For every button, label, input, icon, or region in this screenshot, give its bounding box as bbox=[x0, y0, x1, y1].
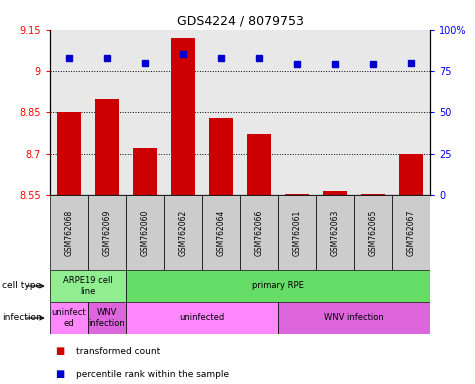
Text: GSM762068: GSM762068 bbox=[65, 209, 74, 256]
Bar bbox=[354, 195, 392, 270]
Bar bbox=[399, 154, 423, 195]
Bar bbox=[278, 195, 316, 270]
Text: ARPE19 cell
line: ARPE19 cell line bbox=[63, 276, 113, 296]
Text: GSM762061: GSM762061 bbox=[293, 209, 302, 256]
Bar bbox=[323, 191, 347, 195]
Text: GSM762067: GSM762067 bbox=[407, 209, 416, 256]
Bar bbox=[95, 99, 119, 195]
Text: uninfected: uninfected bbox=[180, 313, 225, 323]
Text: cell type: cell type bbox=[2, 281, 41, 291]
Bar bbox=[247, 134, 271, 195]
Bar bbox=[126, 195, 164, 270]
Bar bbox=[361, 194, 385, 195]
Text: infection: infection bbox=[2, 313, 42, 323]
Text: GSM762060: GSM762060 bbox=[141, 209, 150, 256]
Bar bbox=[126, 302, 278, 334]
Bar bbox=[285, 194, 309, 195]
Bar bbox=[164, 195, 202, 270]
Bar bbox=[392, 195, 430, 270]
Text: percentile rank within the sample: percentile rank within the sample bbox=[76, 370, 229, 379]
Bar bbox=[316, 195, 354, 270]
Text: ■: ■ bbox=[55, 369, 64, 379]
Text: primary RPE: primary RPE bbox=[252, 281, 304, 291]
Bar bbox=[50, 195, 88, 270]
Bar bbox=[50, 302, 88, 334]
Bar bbox=[88, 302, 126, 334]
Text: GSM762069: GSM762069 bbox=[103, 209, 112, 256]
Text: GSM762063: GSM762063 bbox=[331, 209, 340, 256]
Text: WNV
infection: WNV infection bbox=[89, 308, 125, 328]
Bar bbox=[133, 148, 157, 195]
Text: GSM762066: GSM762066 bbox=[255, 209, 264, 256]
Text: GSM762065: GSM762065 bbox=[369, 209, 378, 256]
Bar bbox=[278, 302, 430, 334]
Text: GSM762062: GSM762062 bbox=[179, 209, 188, 256]
Bar bbox=[171, 38, 195, 195]
Text: WNV infection: WNV infection bbox=[324, 313, 384, 323]
Bar bbox=[50, 270, 126, 302]
Bar bbox=[126, 270, 430, 302]
Text: uninfect
ed: uninfect ed bbox=[52, 308, 86, 328]
Text: transformed count: transformed count bbox=[76, 347, 161, 356]
Text: ■: ■ bbox=[55, 346, 64, 356]
Bar bbox=[57, 113, 81, 195]
Bar bbox=[240, 195, 278, 270]
Bar bbox=[209, 118, 233, 195]
Bar bbox=[202, 195, 240, 270]
Text: GSM762064: GSM762064 bbox=[217, 209, 226, 256]
Title: GDS4224 / 8079753: GDS4224 / 8079753 bbox=[177, 14, 304, 27]
Bar bbox=[88, 195, 126, 270]
